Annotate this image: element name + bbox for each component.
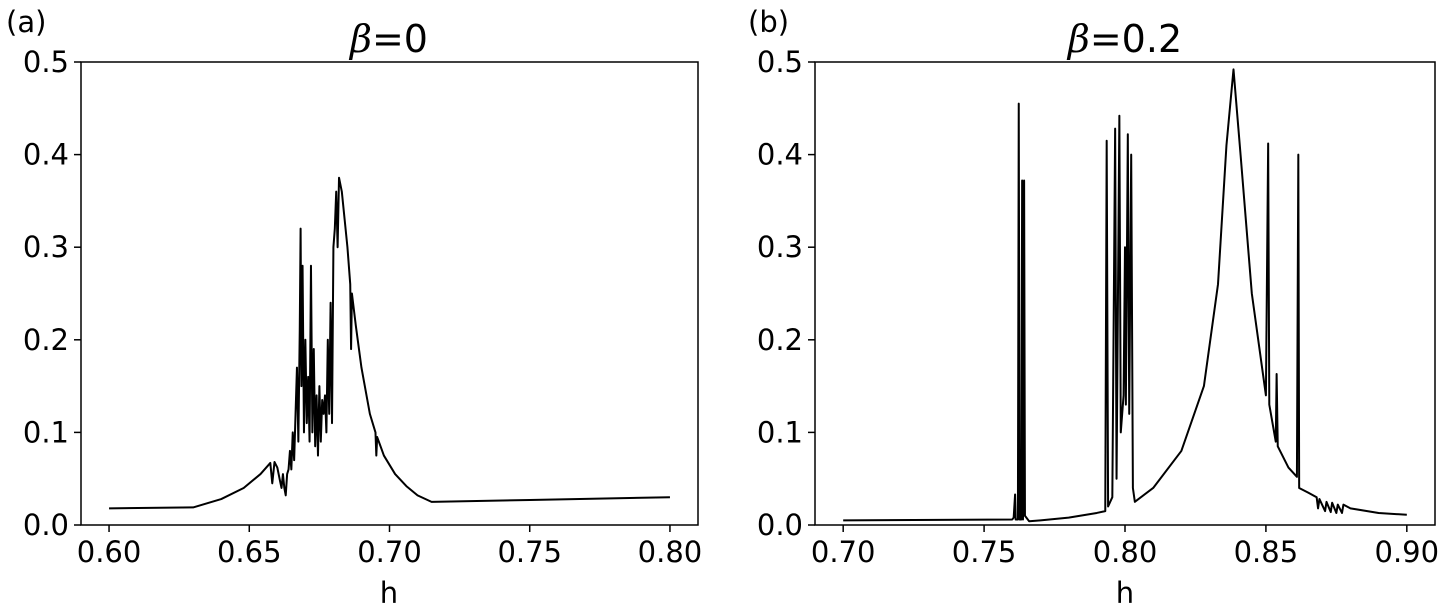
panel-b-chart: (b) β=0.2 0.0 0.1 0.2 0.3 0.4 0.5 0.70 0.75 0.8… [748,5,1439,610]
panel-a-xtick-label: 0.80 [638,535,703,569]
panel-a-label: (a) [6,5,46,39]
panel-b-xlabel: h [1116,576,1134,610]
panel-a-title-value: =0 [372,17,428,61]
panel-a-axes-frame [80,61,699,526]
panel-b-axes-frame [814,61,1436,526]
panel-a-xtick-label: 0.60 [77,535,142,569]
panel-a-ytick-label: 0.5 [23,45,69,79]
panel-a-title-symbol: β [348,17,372,61]
panel-b-title-value: =0.2 [1090,17,1182,61]
panel-b-xtick-label: 0.75 [952,535,1017,569]
panel-b-xtick-label: 0.80 [1093,535,1158,569]
panel-b-ytick-label: 0.3 [757,230,803,264]
panel-a-ytick-label: 0.1 [23,415,69,449]
panel-a-chart: (a) β=0 0.0 0.1 0.2 0.3 0.4 0.5 0.60 0.65 0.70 0… [6,5,702,610]
panel-a-ytick-label: 0.0 [23,508,69,542]
panel-b-label: (b) [748,5,789,39]
panel-a-ytick-label: 0.4 [23,138,69,172]
panel-b-xtick-label: 0.90 [1375,535,1440,569]
panel-b-ytick-label: 0.4 [757,138,803,172]
panel-b-ytick-label: 0.0 [757,508,803,542]
panel-b-series-line [843,68,1407,523]
panel-b-xtick-label: 0.85 [1234,535,1299,569]
panel-a-ytick-label: 0.2 [23,323,69,357]
panel-a-xtick-label: 0.75 [497,535,562,569]
panel-b-ytick-label: 0.1 [757,415,803,449]
panel-a-ytick-label: 0.3 [23,230,69,264]
panel-a-title: β=0 [348,17,428,61]
panel-b-ytick-label: 0.5 [757,45,803,79]
panel-b-xtick-label: 0.70 [811,535,876,569]
panel-b-ytick-label: 0.2 [757,323,803,357]
panel-b-title-symbol: β [1066,17,1090,61]
panel-a-series-line [109,176,670,510]
panel-a-xlabel: h [380,576,398,610]
panel-a-xtick-label: 0.70 [357,535,422,569]
panel-b-title: β=0.2 [1066,17,1182,61]
panel-a-xtick-label: 0.65 [217,535,282,569]
